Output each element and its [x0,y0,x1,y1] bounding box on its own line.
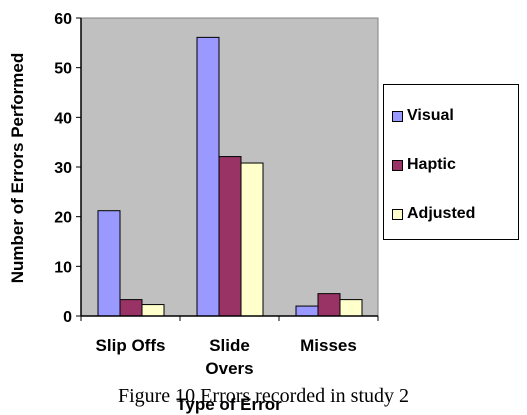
figure-caption: Figure 10 Errors recorded in study 2 [117,385,410,407]
y-tick-label-60: 60 [54,11,72,28]
legend-label-adjusted: Adjusted [407,205,476,222]
bar-visual-2 [295,305,319,317]
y-axis-title: Number of Errors Performed [8,53,27,284]
y-tick-label-0: 0 [63,309,72,326]
legend-item-visual: Visual [392,107,454,125]
legend-label-visual: Visual [407,107,454,124]
y-tick-label-40: 40 [54,110,72,127]
axes-group [76,17,379,321]
legend-item-haptic: Haptic [392,156,456,174]
bar-haptic-2 [317,293,341,317]
legend-swatch-haptic [392,159,403,171]
bar-adjusted-2 [339,299,363,317]
bar-visual-1 [196,36,220,317]
bar-haptic-1 [218,156,242,317]
category-labels: Slip Offs Slide Overs Misses [96,336,357,378]
legend-swatch-adjusted [392,208,403,220]
legend-swatch-visual [392,110,403,122]
legend: Visual Haptic Adjusted [383,84,519,240]
legend-item-adjusted: Adjusted [392,205,475,223]
category-label-2: Misses [300,336,357,355]
bar-adjusted-0 [141,304,165,317]
bars-group [97,36,363,317]
y-tick-label-20: 20 [54,210,72,227]
y-tick-label-50: 50 [54,61,72,78]
y-tick-label-10: 10 [54,259,72,276]
y-tick-labels: 0 10 20 30 40 50 60 [54,11,72,326]
bar-adjusted-1 [240,162,264,317]
bar-haptic-0 [119,299,143,317]
bar-visual-0 [97,210,121,317]
category-label-1: Slide Overs [205,336,253,378]
category-label-0: Slip Offs [96,336,166,355]
x-axis-title: Type of Error [176,395,282,414]
legend-label-haptic: Haptic [407,156,456,173]
y-tick-label-30: 30 [54,160,72,177]
